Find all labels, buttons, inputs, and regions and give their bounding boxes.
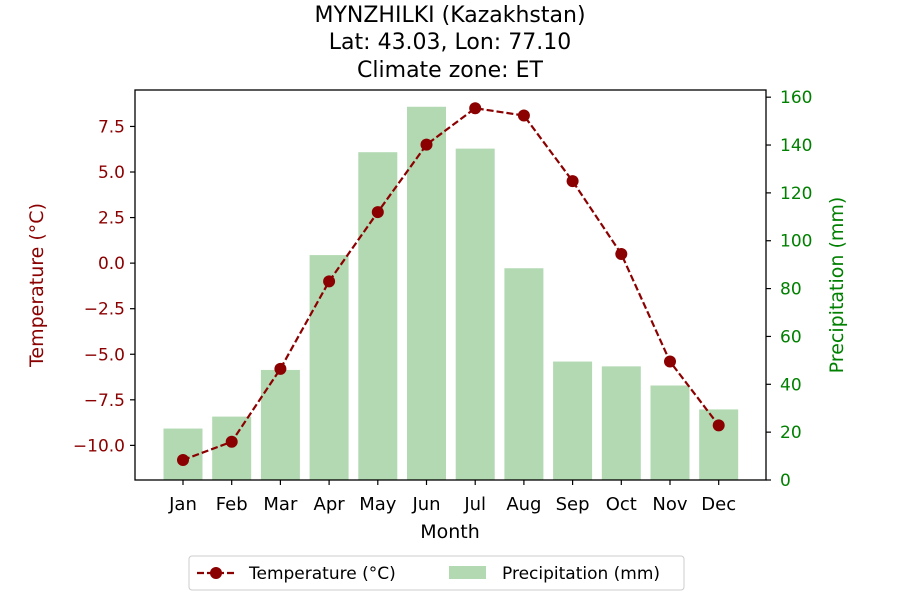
legend-frame [188, 555, 685, 591]
legend-precipitation-label: Precipitation (mm) [502, 564, 660, 584]
y-right-tick-label: 100 [780, 232, 812, 252]
y-left-tick-label: 5.0 [98, 163, 125, 183]
chart-title: MYNZHILKI (Kazakhstan) Lat: 43.03, Lon: … [314, 3, 585, 83]
y-left-tick-label: −2.5 [84, 300, 125, 320]
y-left-tick-label: −5.0 [84, 345, 125, 365]
y-right-tick-label: 60 [780, 327, 802, 347]
precipitation-bar-aug [504, 268, 544, 480]
legend: Temperature (°C) Precipitation (mm) [188, 555, 685, 591]
y-left-tick-label: 7.5 [98, 117, 125, 137]
x-tick-label: Jun [411, 494, 440, 515]
title-line-2: Lat: 43.03, Lon: 77.10 [329, 30, 571, 55]
x-tick-label: Sep [556, 494, 590, 515]
y-left-tick-label: 2.5 [98, 209, 125, 229]
x-axis-label: Month [420, 521, 480, 543]
x-tick-label: Feb [216, 494, 248, 515]
temperature-point-mar [274, 362, 287, 375]
y-right-tick-label: 40 [780, 375, 802, 395]
temperature-point-oct [615, 248, 628, 261]
y-right-tick-label: 140 [780, 136, 812, 156]
month-axis: Jan Feb Mar Apr May Jun Jul Aug Sep Oct Nov Dec [168, 480, 736, 515]
y-right-tick-label: 20 [780, 423, 802, 443]
precipitation-bar-apr [309, 255, 349, 480]
plot-frame [134, 89, 767, 481]
y-right-tick-label: 160 [780, 88, 812, 108]
x-tick-label: Oct [606, 494, 637, 515]
title-line-1: MYNZHILKI (Kazakhstan) [314, 3, 585, 28]
x-tick-label: Jul [463, 494, 486, 515]
precipitation-axis: 0 20 40 60 80 100 120 140 160 [766, 88, 812, 491]
y-right-tick-label: 80 [780, 280, 802, 300]
precipitation-bar-may [358, 152, 398, 480]
temperature-point-jan [177, 453, 189, 466]
legend-temperature-marker [210, 567, 222, 579]
x-tick-label: Dec [701, 494, 736, 515]
precipitation-bar-nov [650, 385, 690, 480]
temperature-point-aug [517, 109, 530, 122]
x-tick-label: Apr [314, 494, 346, 515]
y-left-tick-label: 0.0 [98, 254, 125, 274]
temperature-point-dec [712, 419, 725, 432]
x-tick-label: Mar [263, 494, 298, 515]
temperature-point-may [371, 206, 384, 219]
precipitation-bar-jul [455, 148, 495, 480]
temperature-line [182, 107, 720, 461]
x-tick-label: May [359, 494, 397, 515]
y-left-tick-label: −7.5 [84, 391, 125, 411]
precipitation-bar-oct [601, 366, 641, 480]
precipitation-bar-feb [212, 416, 252, 480]
temperature-point-nov [664, 355, 676, 368]
legend-precipitation-swatch [449, 566, 486, 579]
temperature-series [177, 102, 725, 466]
x-tick-label: Aug [506, 494, 541, 515]
temperature-point-jul [469, 102, 482, 115]
y-left-axis-label: Temperature (°C) [26, 203, 48, 368]
precipitation-bars [163, 106, 739, 480]
precipitation-bar-jun [407, 106, 446, 480]
y-right-tick-label: 0 [780, 471, 791, 491]
precipitation-bar-sep [553, 361, 593, 480]
x-tick-label: Nov [652, 494, 687, 515]
y-right-axis-label: Precipitation (mm) [826, 197, 848, 374]
temperature-point-feb [225, 435, 238, 448]
precipitation-bar-mar [260, 369, 300, 480]
temperature-axis: −10.0 −7.5 −5.0 −2.5 0.0 2.5 5.0 7.5 [73, 117, 135, 456]
x-tick-label: Jan [168, 494, 197, 515]
title-line-3: Climate zone: ET [357, 58, 543, 83]
temperature-point-apr [323, 275, 336, 288]
temperature-point-sep [566, 175, 579, 188]
y-left-tick-label: −10.0 [73, 436, 125, 456]
legend-temperature-label: Temperature (°C) [248, 564, 396, 584]
y-right-tick-label: 120 [780, 184, 812, 204]
temperature-point-jun [420, 138, 433, 151]
